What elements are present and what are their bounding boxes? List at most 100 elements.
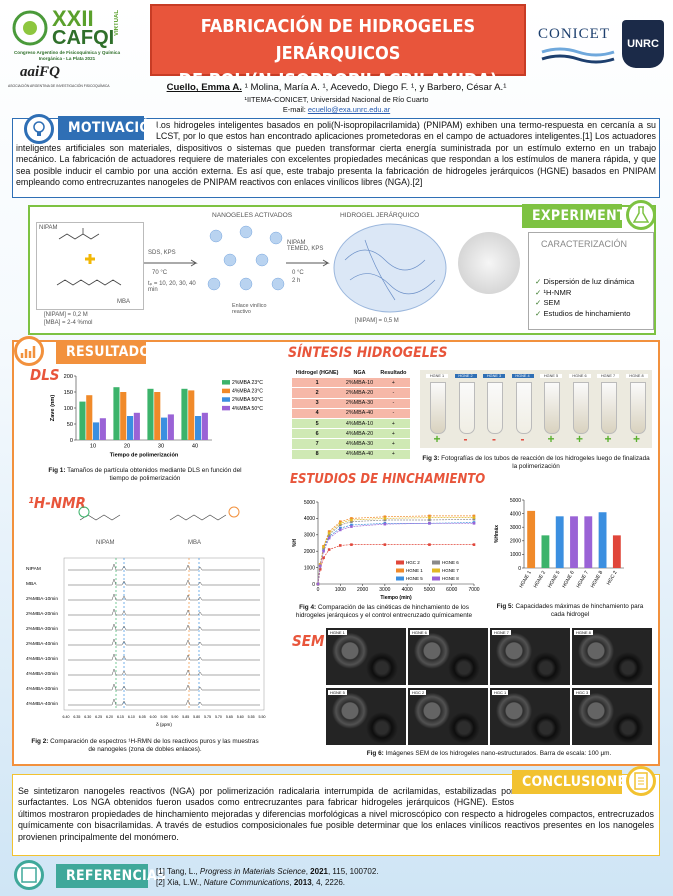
book <box>21 867 37 883</box>
label: NIPAM <box>96 540 115 546</box>
y-tick-label: 4000 <box>304 516 315 522</box>
section-heading: RESULTADOS <box>56 340 160 364</box>
y-tick-label: 3000 <box>304 533 315 539</box>
label: [MBA] = 2-4 %mol <box>44 320 93 326</box>
x-tick-label: 20 <box>124 444 130 450</box>
point <box>383 517 387 520</box>
list-item: ✓ Estudios de hinchamiento <box>535 309 634 320</box>
tube <box>629 382 646 434</box>
header-cell: Hidrogel (HGNE) <box>292 368 343 379</box>
point <box>322 545 325 549</box>
reference-part: , 115, 100702. <box>327 867 379 876</box>
legend-label: 2%MBA 50°C <box>232 397 263 403</box>
spectrum <box>68 563 260 571</box>
axis-label: 5.90 <box>171 715 178 719</box>
axis-label: 6.25 <box>95 715 102 719</box>
tube-label: HGNE 8 <box>625 374 648 378</box>
tube <box>544 382 560 434</box>
axis-label: 5.60 <box>237 715 244 719</box>
y-tick-label: 1000 <box>510 552 521 558</box>
point <box>327 530 331 533</box>
header-cell: Resultado <box>376 368 410 379</box>
dls-label: DLS <box>30 366 60 384</box>
legend-swatch <box>396 568 404 573</box>
cell: 5 <box>292 418 343 430</box>
point <box>338 523 342 527</box>
x-tick-label: 1000 <box>335 587 346 593</box>
axis-label: 5.80 <box>193 715 200 719</box>
x-tick-label: 10 <box>90 444 96 450</box>
series-line <box>317 522 474 585</box>
title-line: FABRICACIÓN DE HIDROGELES JERÁRQUICOS <box>200 16 476 64</box>
characterization-box: CARACTERIZACIÓN ✓ Dispersión de luz diná… <box>528 232 654 330</box>
y-tick-label: 2000 <box>304 549 315 555</box>
bar <box>127 416 134 440</box>
legend-swatch <box>432 560 440 565</box>
point <box>383 543 387 546</box>
tube-label: HGNE 6 <box>568 374 591 378</box>
tube-label: HGNE 3 <box>483 374 505 378</box>
fig5-caption: Fig 5: Capacidades máximas de hinchamien… <box>490 603 650 619</box>
presenter: Cuello, Emma A. <box>166 82 242 93</box>
cell: 7 <box>292 438 343 450</box>
y-tick-label: 0 <box>312 582 315 588</box>
sem-image: HGNE 6 <box>408 628 488 685</box>
series-line <box>317 522 475 585</box>
tube <box>515 382 532 434</box>
point <box>338 526 342 530</box>
flask-icon <box>626 200 656 230</box>
reference-part: Progress in Materials Science <box>199 867 306 876</box>
legend-swatch <box>396 560 404 565</box>
trace-label: NIPAM <box>26 566 41 572</box>
tube-result: + <box>632 432 640 446</box>
axis-label: 6.00 <box>150 715 157 719</box>
y-axis-label: %H <box>292 539 298 547</box>
cell: + <box>376 438 410 450</box>
section-heading: MOTIVACIÓN <box>58 116 161 140</box>
label: [NIPAM] = 0,2 M <box>44 312 88 318</box>
arrow <box>286 259 330 267</box>
sem-label: HGNE 8 <box>574 630 593 635</box>
point <box>350 517 353 520</box>
y-tick-label: 3000 <box>510 525 521 531</box>
cell: 2%MBA-10 <box>342 377 377 389</box>
legend-label: HGNE 1 <box>406 568 423 573</box>
reference-part: [2] Xia, L.W., <box>156 878 204 887</box>
sem-label: HGNE 5 <box>328 690 347 695</box>
axis-label: 5.50 <box>259 715 266 719</box>
reference-part: , <box>289 878 294 887</box>
point <box>322 549 325 553</box>
trace-label: 2%MBA-20min <box>26 611 58 617</box>
email: ecuello@exa.unrc.edu.ar <box>307 105 391 114</box>
sem-label: SEM <box>292 632 325 650</box>
bar <box>181 388 188 440</box>
sem-image: HGC 2 <box>408 688 488 745</box>
legend-swatch <box>222 388 230 394</box>
swelling-kinetics-chart: 0 1000 2000 3000 4000 5000 %H Tiempo (min) 0 1000… <box>292 500 480 601</box>
reference-part: 2021 <box>310 867 328 876</box>
cell: 4 <box>292 408 343 419</box>
bar <box>99 418 106 440</box>
point <box>327 535 331 538</box>
characterization-heading: CARACTERIZACIÓN <box>541 239 628 249</box>
point <box>383 518 387 522</box>
axis-label: 6.40 <box>63 715 70 719</box>
tube-result: + <box>604 432 612 446</box>
axis-label: 6.30 <box>84 715 91 719</box>
label: SDS, KPS <box>148 250 176 256</box>
references-list: [1] Tang, L., Progress in Materials Scie… <box>156 866 379 888</box>
caption: Fotografías de los tubos de reacción de … <box>441 455 650 470</box>
chart-glyph <box>20 346 36 358</box>
legend-label: HGC 2 <box>406 560 420 565</box>
axis-label: 6.35 <box>73 715 80 719</box>
label: 2 h <box>292 278 301 284</box>
tube <box>572 382 589 434</box>
conicet-logo: CONICET <box>538 26 610 42</box>
cell: 2%MBA-30 <box>342 398 377 409</box>
sem-image: HGC 1 <box>490 688 570 745</box>
y-tick-label: 50 <box>67 422 73 428</box>
nanogels <box>207 225 285 291</box>
axis-label: 6.15 <box>117 715 124 719</box>
tube-result: + <box>547 432 555 446</box>
legend-swatch <box>432 568 440 573</box>
